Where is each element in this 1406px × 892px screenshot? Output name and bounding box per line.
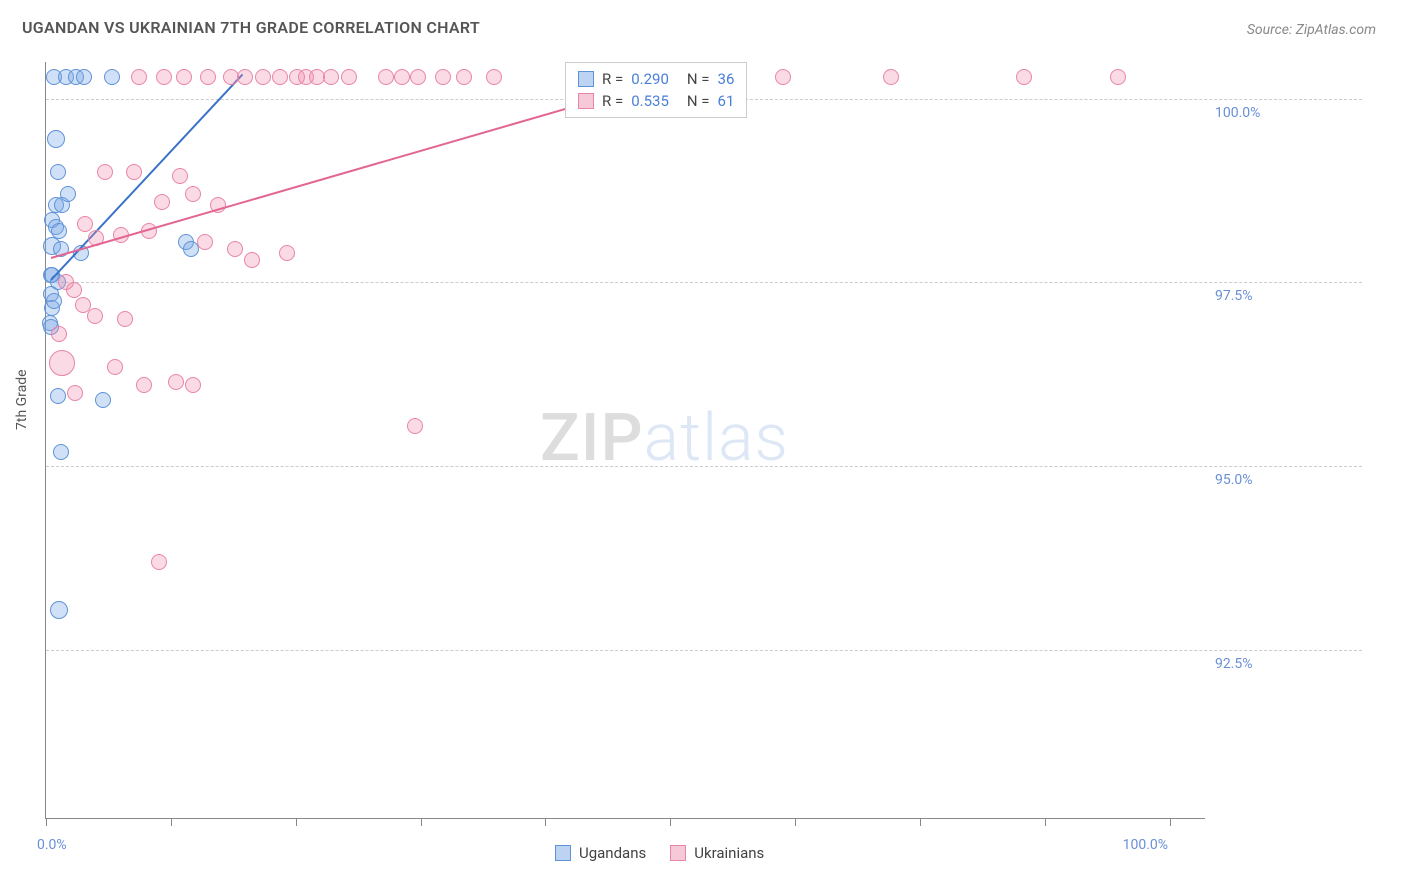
data-point — [47, 130, 65, 148]
data-point — [151, 554, 167, 570]
data-point — [104, 69, 120, 85]
y-tick-label: 97.5% — [1215, 288, 1253, 304]
data-point — [244, 252, 260, 268]
x-tick — [1045, 818, 1046, 826]
data-point — [172, 168, 188, 184]
data-point — [50, 601, 68, 619]
data-point — [1110, 69, 1126, 85]
correlation-legend: R = 0.290 N = 36 R = 0.535 N = 61 — [565, 62, 747, 118]
chart-title: UGANDAN VS UKRAINIAN 7TH GRADE CORRELATI… — [22, 18, 480, 37]
data-point — [378, 69, 394, 85]
legend-n-label: N = — [687, 70, 710, 88]
data-point — [126, 164, 142, 180]
series-name: Ugandans — [579, 844, 646, 862]
data-point — [53, 444, 69, 460]
x-tick — [1170, 818, 1171, 826]
data-point — [255, 69, 271, 85]
data-point — [51, 326, 67, 342]
legend-row: R = 0.290 N = 36 — [578, 68, 734, 90]
data-point — [200, 69, 216, 85]
data-point — [77, 216, 93, 232]
x-tick — [920, 818, 921, 826]
data-point — [197, 234, 213, 250]
data-point — [67, 385, 83, 401]
data-point — [168, 374, 184, 390]
data-point — [49, 350, 75, 376]
data-point — [117, 311, 133, 327]
legend-r-value: 0.290 — [631, 70, 669, 88]
x-tick — [421, 818, 422, 826]
data-point — [227, 241, 243, 257]
data-point — [46, 293, 62, 309]
data-point — [87, 308, 103, 324]
data-point — [50, 164, 66, 180]
data-point — [1016, 69, 1032, 85]
legend-row: R = 0.535 N = 61 — [578, 90, 734, 112]
x-tick — [545, 818, 546, 826]
x-axis-label: 100.0% — [1123, 837, 1168, 853]
legend-r-label: R = — [602, 92, 623, 110]
source-attribution: Source: ZipAtlas.com — [1247, 22, 1376, 38]
series-legend-item: Ukrainians — [670, 842, 764, 864]
legend-r-value: 0.535 — [631, 92, 669, 110]
x-axis-label: 0.0% — [37, 837, 67, 853]
data-point — [107, 359, 123, 375]
data-point — [323, 69, 339, 85]
data-point — [154, 194, 170, 210]
data-point — [156, 69, 172, 85]
y-tick-label: 95.0% — [1215, 472, 1253, 488]
legend-swatch — [578, 93, 594, 109]
legend-n-value: 61 — [718, 92, 735, 110]
legend-swatch — [578, 71, 594, 87]
data-point — [76, 69, 92, 85]
data-point — [97, 164, 113, 180]
y-axis-title: 7th Grade — [14, 369, 30, 430]
data-point — [407, 418, 423, 434]
x-tick — [46, 818, 47, 826]
legend-n-value: 36 — [718, 70, 735, 88]
data-point — [95, 392, 111, 408]
data-point — [435, 69, 451, 85]
legend-r-label: R = — [602, 70, 623, 88]
gridline — [46, 650, 1362, 651]
series-legend-item: Ugandans — [555, 842, 646, 864]
legend-n-label: N = — [687, 92, 710, 110]
data-point — [456, 69, 472, 85]
legend-swatch — [555, 845, 571, 861]
gridline — [46, 282, 1362, 283]
data-point — [883, 69, 899, 85]
data-point — [131, 69, 147, 85]
legend-swatch — [670, 845, 686, 861]
data-point — [279, 245, 295, 261]
x-tick — [670, 818, 671, 826]
x-tick — [795, 818, 796, 826]
data-point — [136, 377, 152, 393]
gridline — [46, 466, 1362, 467]
data-point — [176, 69, 192, 85]
data-point — [185, 186, 201, 202]
plot-area — [45, 62, 1205, 819]
data-point — [237, 69, 253, 85]
x-tick — [171, 818, 172, 826]
data-point — [60, 186, 76, 202]
data-point — [66, 282, 82, 298]
data-point — [341, 69, 357, 85]
data-point — [486, 69, 502, 85]
series-name: Ukrainians — [694, 844, 764, 862]
data-point — [50, 388, 66, 404]
y-tick-label: 100.0% — [1215, 105, 1260, 121]
data-point — [394, 69, 410, 85]
data-point — [775, 69, 791, 85]
data-point — [185, 377, 201, 393]
series-legend: Ugandans Ukrainians — [555, 842, 764, 864]
data-point — [272, 69, 288, 85]
x-tick — [296, 818, 297, 826]
data-point — [410, 69, 426, 85]
y-tick-label: 92.5% — [1215, 656, 1253, 672]
